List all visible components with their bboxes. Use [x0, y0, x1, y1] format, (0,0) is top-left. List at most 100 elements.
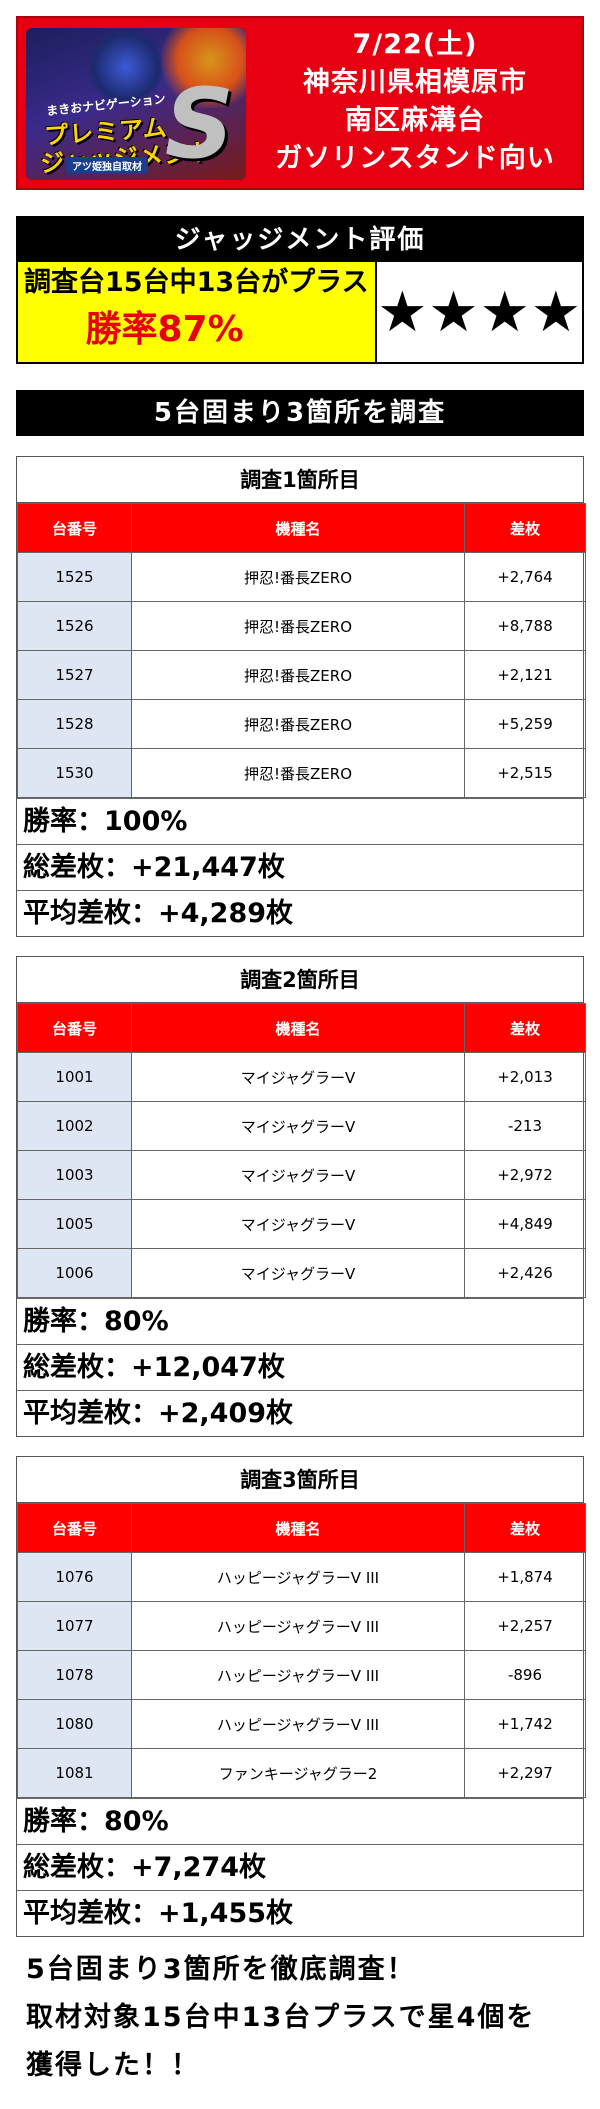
table-row: 1005 マイジャグラーV +4,849	[17, 1199, 586, 1249]
coin-difference: +2,121	[464, 650, 586, 700]
coin-difference: +1,874	[464, 1552, 586, 1602]
judgement-result: 調査台15台中13台がプラス 勝率87%	[18, 262, 378, 362]
survey-win-rate: 勝率：100%	[17, 798, 583, 844]
table-row: 1081 ファンキージャグラー2 +2,297	[17, 1748, 586, 1798]
table-header-row: 台番号 機種名 差枚	[17, 503, 586, 553]
table-row: 1530 押忍!番長ZERO +2,515	[17, 748, 586, 798]
column-header-model: 機種名	[131, 1503, 465, 1553]
column-header-diff: 差枚	[464, 503, 586, 553]
column-header-diff: 差枚	[464, 1003, 586, 1053]
coin-difference: +2,257	[464, 1601, 586, 1651]
survey-total-diff: 総差枚：+21,447枚	[17, 844, 583, 890]
table-row: 1526 押忍!番長ZERO +8,788	[17, 601, 586, 651]
coin-difference: +8,788	[464, 601, 586, 651]
machine-number: 1005	[17, 1199, 132, 1249]
coin-difference: -896	[464, 1650, 586, 1700]
coin-difference: +2,426	[464, 1248, 586, 1298]
judgement-body: 調査台15台中13台がプラス 勝率87% ★★★★	[18, 262, 582, 362]
survey-summary: 勝率：100% 総差枚：+21,447枚 平均差枚：+4,289枚	[17, 798, 583, 936]
table-row: 1525 押忍!番長ZERO +2,764	[17, 552, 586, 602]
survey-table: 台番号 機種名 差枚 1076 ハッピージャグラーV III +1,874 10…	[17, 1503, 586, 1798]
machine-model: マイジャグラーV	[131, 1101, 465, 1151]
machine-number: 1530	[17, 748, 132, 798]
machine-model: マイジャグラーV	[131, 1052, 465, 1102]
dragon-illustration	[86, 32, 166, 102]
machine-model: ハッピージャグラーV III	[131, 1552, 465, 1602]
section-title: 5台固まり3箇所を調査	[16, 390, 584, 436]
machine-model: 押忍!番長ZERO	[131, 699, 465, 749]
machine-model: ハッピージャグラーV III	[131, 1699, 465, 1749]
footer-line-1: 5台固まり3箇所を徹底調査！	[26, 1954, 416, 1985]
coin-difference: +2,764	[464, 552, 586, 602]
coin-difference: +1,742	[464, 1699, 586, 1749]
star-rating: ★★★★	[377, 279, 582, 345]
survey-block-1: 調査1箇所目 台番号 機種名 差枚 1525 押忍!番長ZERO +2,764 …	[16, 456, 586, 937]
header-info: 7/22(土) 神奈川県相模原市 南区麻溝台 ガソリンスタンド向い	[250, 26, 580, 178]
survey-average-diff: 平均差枚：+4,289枚	[17, 890, 583, 936]
table-row: 1077 ハッピージャグラーV III +2,257	[17, 1601, 586, 1651]
machine-number: 1001	[17, 1052, 132, 1102]
column-header-number: 台番号	[17, 503, 132, 553]
machine-model: マイジャグラーV	[131, 1248, 465, 1298]
table-row: 1002 マイジャグラーV -213	[17, 1101, 586, 1151]
judgement-title: ジャッジメント評価	[18, 218, 582, 262]
coin-difference: +2,297	[464, 1748, 586, 1798]
location-line-1: 神奈川県相模原市	[303, 67, 527, 98]
footer-conclusion: 5台固まり3箇所を徹底調査！ 取材対象15台中13台プラスで星4個を 獲得した！…	[26, 1946, 586, 2090]
machine-number: 1076	[17, 1552, 132, 1602]
footer-line-2: 取材対象15台中13台プラスで星4個を	[26, 2002, 536, 2033]
table-row: 1527 押忍!番長ZERO +2,121	[17, 650, 586, 700]
machine-number: 1526	[17, 601, 132, 651]
machine-number: 1078	[17, 1650, 132, 1700]
coin-difference: +2,515	[464, 748, 586, 798]
machine-number: 1525	[17, 552, 132, 602]
machine-model: マイジャグラーV	[131, 1199, 465, 1249]
survey-average-diff: 平均差枚：+1,455枚	[17, 1890, 583, 1936]
survey-table: 台番号 機種名 差枚 1001 マイジャグラーV +2,013 1002 マイジ…	[17, 1003, 586, 1298]
machine-number: 1080	[17, 1699, 132, 1749]
survey-total-diff: 総差枚：+12,047枚	[17, 1344, 583, 1390]
location-line-2: 南区麻溝台	[345, 105, 485, 136]
machine-number: 1002	[17, 1101, 132, 1151]
machine-model: 押忍!番長ZERO	[131, 650, 465, 700]
machine-number: 1077	[17, 1601, 132, 1651]
survey-title: 調査2箇所目	[17, 957, 583, 1003]
event-date: 7/22(土)	[352, 29, 478, 60]
table-row: 1003 マイジャグラーV +2,972	[17, 1150, 586, 1200]
survey-total-diff: 総差枚：+7,274枚	[17, 1844, 583, 1890]
coin-difference: +2,972	[464, 1150, 586, 1200]
judgement-summary: 調査台15台中13台がプラス	[24, 267, 369, 298]
survey-summary: 勝率：80% 総差枚：+7,274枚 平均差枚：+1,455枚	[17, 1798, 583, 1936]
column-header-model: 機種名	[131, 1003, 465, 1053]
survey-win-rate: 勝率：80%	[17, 1798, 583, 1844]
table-row: 1528 押忍!番長ZERO +5,259	[17, 699, 586, 749]
table-row: 1076 ハッピージャグラーV III +1,874	[17, 1552, 586, 1602]
machine-number: 1527	[17, 650, 132, 700]
survey-table: 台番号 機種名 差枚 1525 押忍!番長ZERO +2,764 1526 押忍…	[17, 503, 586, 798]
column-header-model: 機種名	[131, 503, 465, 553]
survey-average-diff: 平均差枚：+2,409枚	[17, 1390, 583, 1436]
coin-difference: +2,013	[464, 1052, 586, 1102]
header-banner: まきおナビゲーション プレミアム ジャッジメント S アツ姫独自取材 7/22(…	[16, 16, 584, 190]
machine-number: 1081	[17, 1748, 132, 1798]
machine-model: ファンキージャグラー2	[131, 1748, 465, 1798]
table-row: 1078 ハッピージャグラーV III -896	[17, 1650, 586, 1700]
column-header-diff: 差枚	[464, 1503, 586, 1553]
machine-number: 1528	[17, 699, 132, 749]
machine-model: 押忍!番長ZERO	[131, 748, 465, 798]
judgement-box: ジャッジメント評価 調査台15台中13台がプラス 勝率87% ★★★★	[16, 216, 584, 364]
table-header-row: 台番号 機種名 差枚	[17, 1503, 586, 1553]
coin-difference: +5,259	[464, 699, 586, 749]
machine-number: 1003	[17, 1150, 132, 1200]
logo-tag: アツ姫独自取材	[66, 157, 148, 174]
survey-block-2: 調査2箇所目 台番号 機種名 差枚 1001 マイジャグラーV +2,013 1…	[16, 956, 586, 1437]
machine-number: 1006	[17, 1248, 132, 1298]
table-row: 1080 ハッピージャグラーV III +1,742	[17, 1699, 586, 1749]
coin-difference: -213	[464, 1101, 586, 1151]
flame-illustration	[156, 28, 246, 108]
machine-model: マイジャグラーV	[131, 1150, 465, 1200]
judgement-win-rate: 勝率87%	[85, 309, 244, 350]
survey-win-rate: 勝率：80%	[17, 1298, 583, 1344]
logo-s-mark: S	[164, 68, 234, 180]
footer-line-3: 獲得した！！	[26, 2050, 200, 2081]
